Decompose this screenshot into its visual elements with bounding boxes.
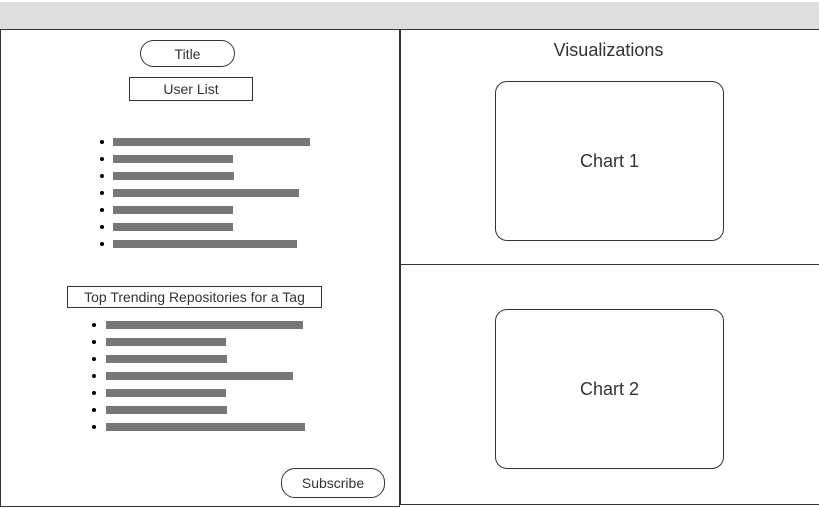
user-list-item [100, 220, 315, 237]
chart-1-label: Chart 1 [579, 150, 640, 171]
trending-list-placeholder-bar [106, 423, 305, 431]
bullet-icon [92, 340, 96, 344]
bullet-icon [92, 425, 96, 429]
trending-list-placeholder-bar [106, 406, 227, 414]
trending-list-placeholder-bar [106, 338, 226, 346]
user-list-placeholder-bar [113, 155, 233, 163]
user-list-item [100, 203, 315, 220]
bullet-icon [92, 408, 96, 412]
trending-repositories-list [92, 318, 307, 437]
user-list-item [100, 186, 315, 203]
trending-list-item [92, 318, 307, 335]
bullet-icon [100, 208, 104, 212]
trending-list-item [92, 403, 307, 420]
bullet-icon [100, 225, 104, 229]
visualizations-heading: Visualizations [553, 40, 664, 60]
trending-list-item [92, 352, 307, 369]
user-list-placeholder-bar [113, 138, 310, 146]
trending-list-placeholder-bar [106, 355, 227, 363]
trending-list-item [92, 369, 307, 386]
user-list-item [100, 169, 315, 186]
bullet-icon [100, 140, 104, 144]
user-list-item [100, 152, 315, 169]
user-list-placeholder-bar [113, 240, 297, 248]
user-list-placeholder-bar [113, 172, 234, 180]
user-list-placeholder-bar [113, 189, 299, 197]
trending-list-placeholder-bar [106, 389, 226, 397]
user-list-item [100, 135, 315, 152]
trending-list-item [92, 420, 307, 437]
trending-repositories-label: Top Trending Repositories for a Tag [67, 286, 322, 308]
trending-list-item [92, 386, 307, 403]
title-button[interactable]: Title [140, 40, 235, 67]
chart-2-label: Chart 2 [579, 378, 640, 399]
subscribe-button[interactable]: Subscribe [281, 468, 385, 498]
trending-list-placeholder-bar [106, 372, 293, 380]
bullet-icon [100, 157, 104, 161]
user-list [100, 135, 315, 254]
user-list-placeholder-bar [113, 223, 233, 231]
user-list-item [100, 237, 315, 254]
chart-1: Chart 1 [495, 81, 724, 241]
bullet-icon [92, 391, 96, 395]
user-list-label: User List [129, 77, 253, 101]
bullet-icon [100, 242, 104, 246]
bullet-icon [92, 374, 96, 378]
bullet-icon [92, 323, 96, 327]
top-bar [0, 2, 819, 29]
trending-list-placeholder-bar [106, 321, 303, 329]
bullet-icon [100, 174, 104, 178]
trending-list-item [92, 335, 307, 352]
chart-2: Chart 2 [495, 309, 724, 469]
user-list-placeholder-bar [113, 206, 233, 214]
bullet-icon [100, 191, 104, 195]
bullet-icon [92, 357, 96, 361]
